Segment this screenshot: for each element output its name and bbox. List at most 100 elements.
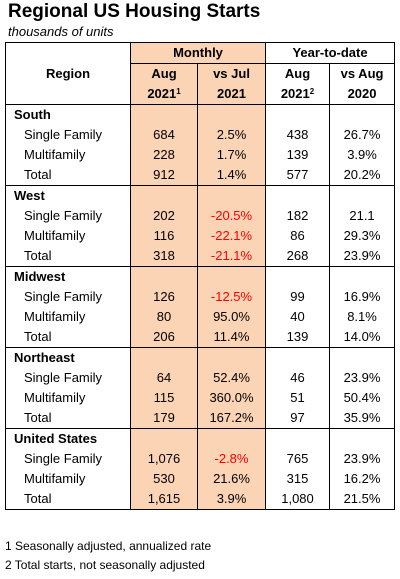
section-blank-cell xyxy=(265,104,330,125)
section-name: South xyxy=(5,104,131,125)
table-row: Total 318 -21.1% 268 23.9% xyxy=(5,246,396,267)
vs-aug-2020-value: 35.9% xyxy=(329,408,396,429)
section-blank-cell xyxy=(196,185,266,206)
vs-aug-2020-value: 16.2% xyxy=(329,469,396,489)
row-label: Multifamily xyxy=(5,469,131,489)
table-row: Multifamily 80 95.0% 40 8.1% xyxy=(5,307,396,327)
vs-aug-2020-value: 26.7% xyxy=(329,125,396,145)
vs-aug-2020-value: 50.4% xyxy=(329,388,396,408)
section-blank-cell xyxy=(196,428,266,449)
table-row: Total 912 1.4% 577 20.2% xyxy=(5,165,396,186)
footnote-2: 2 Total starts, not seasonally adjusted xyxy=(5,558,205,572)
vs-jul-2021-value: 360.0% xyxy=(196,388,266,408)
vs-aug-2020-value: 20.2% xyxy=(329,165,396,186)
section-blank-cell xyxy=(265,428,330,449)
aug-2021-value: 115 xyxy=(130,388,198,408)
vs-jul-header-top: vs Jul xyxy=(196,63,266,84)
ytd-aug-2021-value: 139 xyxy=(265,145,330,165)
ytd-aug-header-bottom: 20212 xyxy=(265,84,330,105)
table-row: Total 179 167.2% 97 35.9% xyxy=(5,408,396,429)
row-label: Single Family xyxy=(5,449,131,469)
ytd-aug-2021-value: 97 xyxy=(265,408,330,429)
row-label: Total xyxy=(5,246,131,267)
ytd-aug-2021-value: 268 xyxy=(265,246,330,267)
row-label: Multifamily xyxy=(5,388,131,408)
aug-2021-value: 116 xyxy=(130,226,198,246)
vs-jul-2021-value: 21.6% xyxy=(196,469,266,489)
ytd-aug-2021-value: 765 xyxy=(265,449,330,469)
ytd-aug-2021-value: 577 xyxy=(265,165,330,186)
table-row: Multifamily 116 -22.1% 86 29.3% xyxy=(5,226,396,246)
header-row-3: 20211 2021 20212 2020 xyxy=(6,84,396,105)
section-blank-cell xyxy=(329,347,396,368)
section-blank-cell xyxy=(196,347,266,368)
vs-jul-2021-value: 11.4% xyxy=(196,327,266,348)
ytd-aug-2021-value: 139 xyxy=(265,327,330,348)
vs-aug-2020-value: 23.9% xyxy=(329,246,396,267)
vs-jul-2021-value: -22.1% xyxy=(196,226,266,246)
ytd-aug-header-top: Aug xyxy=(265,63,330,84)
row-label: Multifamily xyxy=(5,145,131,165)
section-header-row: United States xyxy=(5,428,396,449)
ytd-aug-2021-value: 1,080 xyxy=(265,489,330,510)
vs-jul-2021-value: 1.7% xyxy=(196,145,266,165)
row-label: Single Family xyxy=(5,368,131,388)
vs-jul-2021-value: 2.5% xyxy=(196,125,266,145)
region-header: Region xyxy=(5,42,131,105)
vs-aug-2020-value: 29.3% xyxy=(329,226,396,246)
section-blank-cell xyxy=(329,266,396,287)
row-label: Multifamily xyxy=(5,226,131,246)
table-row: Single Family 126 -12.5% 99 16.9% xyxy=(5,287,396,307)
section-header-row: West xyxy=(5,185,396,206)
ytd-header: Year-to-date xyxy=(265,42,396,64)
aug-2021-year: 2021 xyxy=(147,86,177,101)
aug-2021-value: 912 xyxy=(130,165,198,186)
section-blank-cell xyxy=(329,104,396,125)
section-blank-cell xyxy=(265,347,330,368)
vs-jul-2021-value: -2.8% xyxy=(196,449,266,469)
housing-starts-table: Region Monthly Year-to-date Aug vs Jul A… xyxy=(5,42,396,510)
row-label: Total xyxy=(5,408,131,429)
aug-2021-value: 202 xyxy=(130,206,198,226)
ytd-aug-2021-value: 46 xyxy=(265,368,330,388)
aug-2021-value: 206 xyxy=(130,327,198,348)
aug-2021-value: 1,615 xyxy=(130,489,198,510)
page-title: Regional US Housing Starts xyxy=(8,1,261,22)
table-row: Total 1,615 3.9% 1,080 21.5% xyxy=(5,489,396,510)
section-blank-cell xyxy=(196,266,266,287)
section-header-row: Midwest xyxy=(5,266,396,287)
aug-2021-value: 80 xyxy=(130,307,198,327)
section-name: Northeast xyxy=(5,347,131,368)
row-label: Total xyxy=(5,327,131,348)
section-header-row: Northeast xyxy=(5,347,396,368)
vs-jul-2021-value: -20.5% xyxy=(196,206,266,226)
vs-jul-header-bottom: 2021 xyxy=(196,84,266,105)
row-label: Single Family xyxy=(5,206,131,226)
section-blank-cell xyxy=(130,104,198,125)
header-row-1: Region Monthly Year-to-date xyxy=(5,42,396,105)
aug-2021-value: 228 xyxy=(130,145,198,165)
section-blank-cell xyxy=(130,185,198,206)
footnote-marker-1: 1 xyxy=(176,87,181,96)
section-name: Midwest xyxy=(5,266,131,287)
row-label: Single Family xyxy=(5,125,131,145)
section-name: United States xyxy=(5,428,131,449)
vs-aug-header-top: vs Aug xyxy=(329,63,396,84)
ytd-aug-2021-value: 438 xyxy=(265,125,330,145)
ytd-aug-2021-value: 99 xyxy=(265,287,330,307)
row-label: Multifamily xyxy=(5,307,131,327)
header-row-2: Aug vs Jul Aug vs Aug xyxy=(6,63,396,84)
table-row: Multifamily 228 1.7% 139 3.9% xyxy=(5,145,396,165)
row-label: Single Family xyxy=(5,287,131,307)
monthly-header: Monthly xyxy=(129,42,266,64)
ytd-aug-2021-value: 315 xyxy=(265,469,330,489)
table-row: Multifamily 115 360.0% 51 50.4% xyxy=(5,388,396,408)
vs-jul-2021-value: 1.4% xyxy=(196,165,266,186)
ytd-aug-2021-value: 182 xyxy=(265,206,330,226)
vs-aug-2020-value: 8.1% xyxy=(329,307,396,327)
table-row: Single Family 684 2.5% 438 26.7% xyxy=(5,125,396,145)
footnotes: 1 Seasonally adjusted, annualized rate 2… xyxy=(5,537,211,575)
aug-2021-value: 64 xyxy=(130,368,198,388)
ytd-aug-year: 2021 xyxy=(280,86,310,101)
